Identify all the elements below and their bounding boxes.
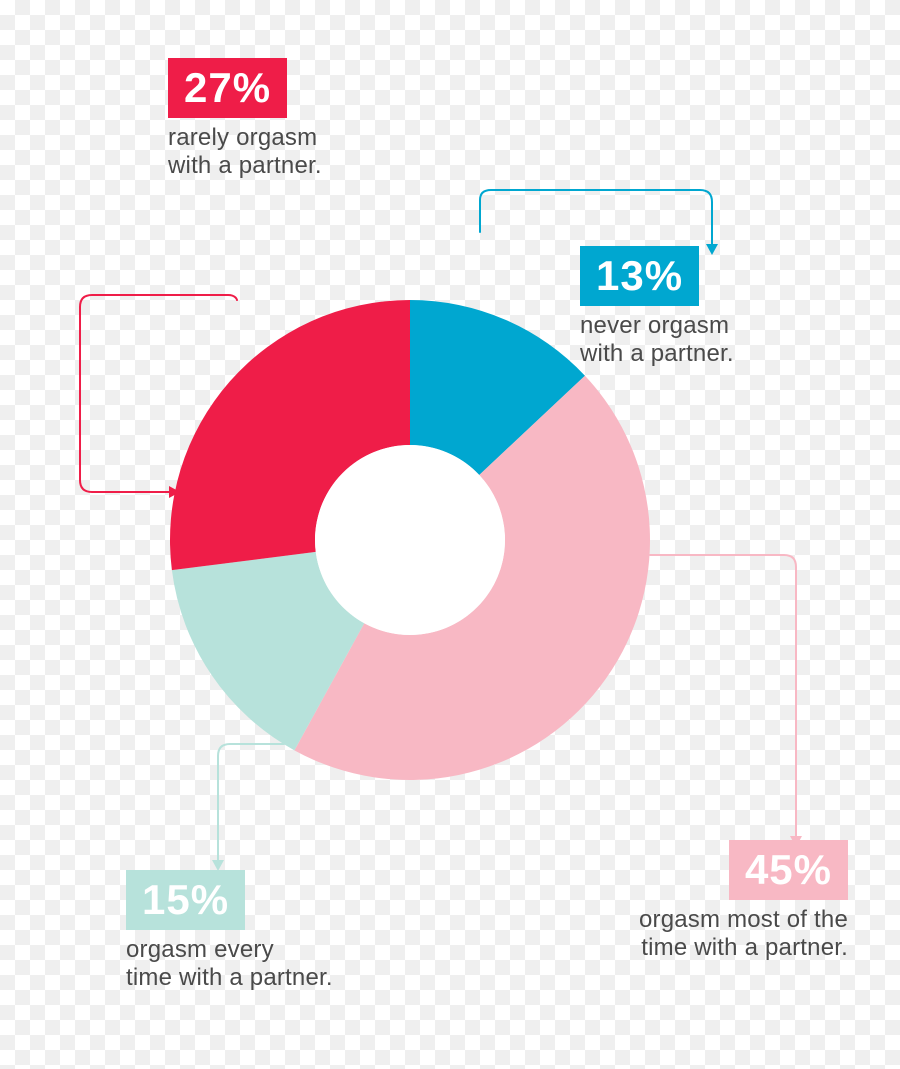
desc-every: orgasm everytime with a partner. [126,936,333,991]
callout-every: 15% orgasm everytime with a partner. [126,870,333,991]
desc-most: orgasm most of thetime with a partner. [588,906,848,961]
desc-rarely: rarely orgasmwith a partner. [168,124,322,179]
leader-line-every [218,744,284,862]
donut-chart [170,300,650,780]
badge-rarely: 27% [168,58,287,118]
donut-hole [315,445,505,635]
callout-rarely: 27% rarely orgasmwith a partner. [168,58,322,179]
callout-most: 45% orgasm most of thetime with a partne… [588,840,848,961]
badge-never: 13% [580,246,699,306]
badge-most: 45% [729,840,848,900]
leader-line-never [480,190,712,246]
callout-never: 13% never orgasmwith a partner. [580,246,734,367]
donut-infographic: 27% rarely orgasmwith a partner. 13% nev… [0,0,900,1069]
badge-every: 15% [126,870,245,930]
leader-line-most [650,555,796,838]
desc-never: never orgasmwith a partner. [580,312,734,367]
